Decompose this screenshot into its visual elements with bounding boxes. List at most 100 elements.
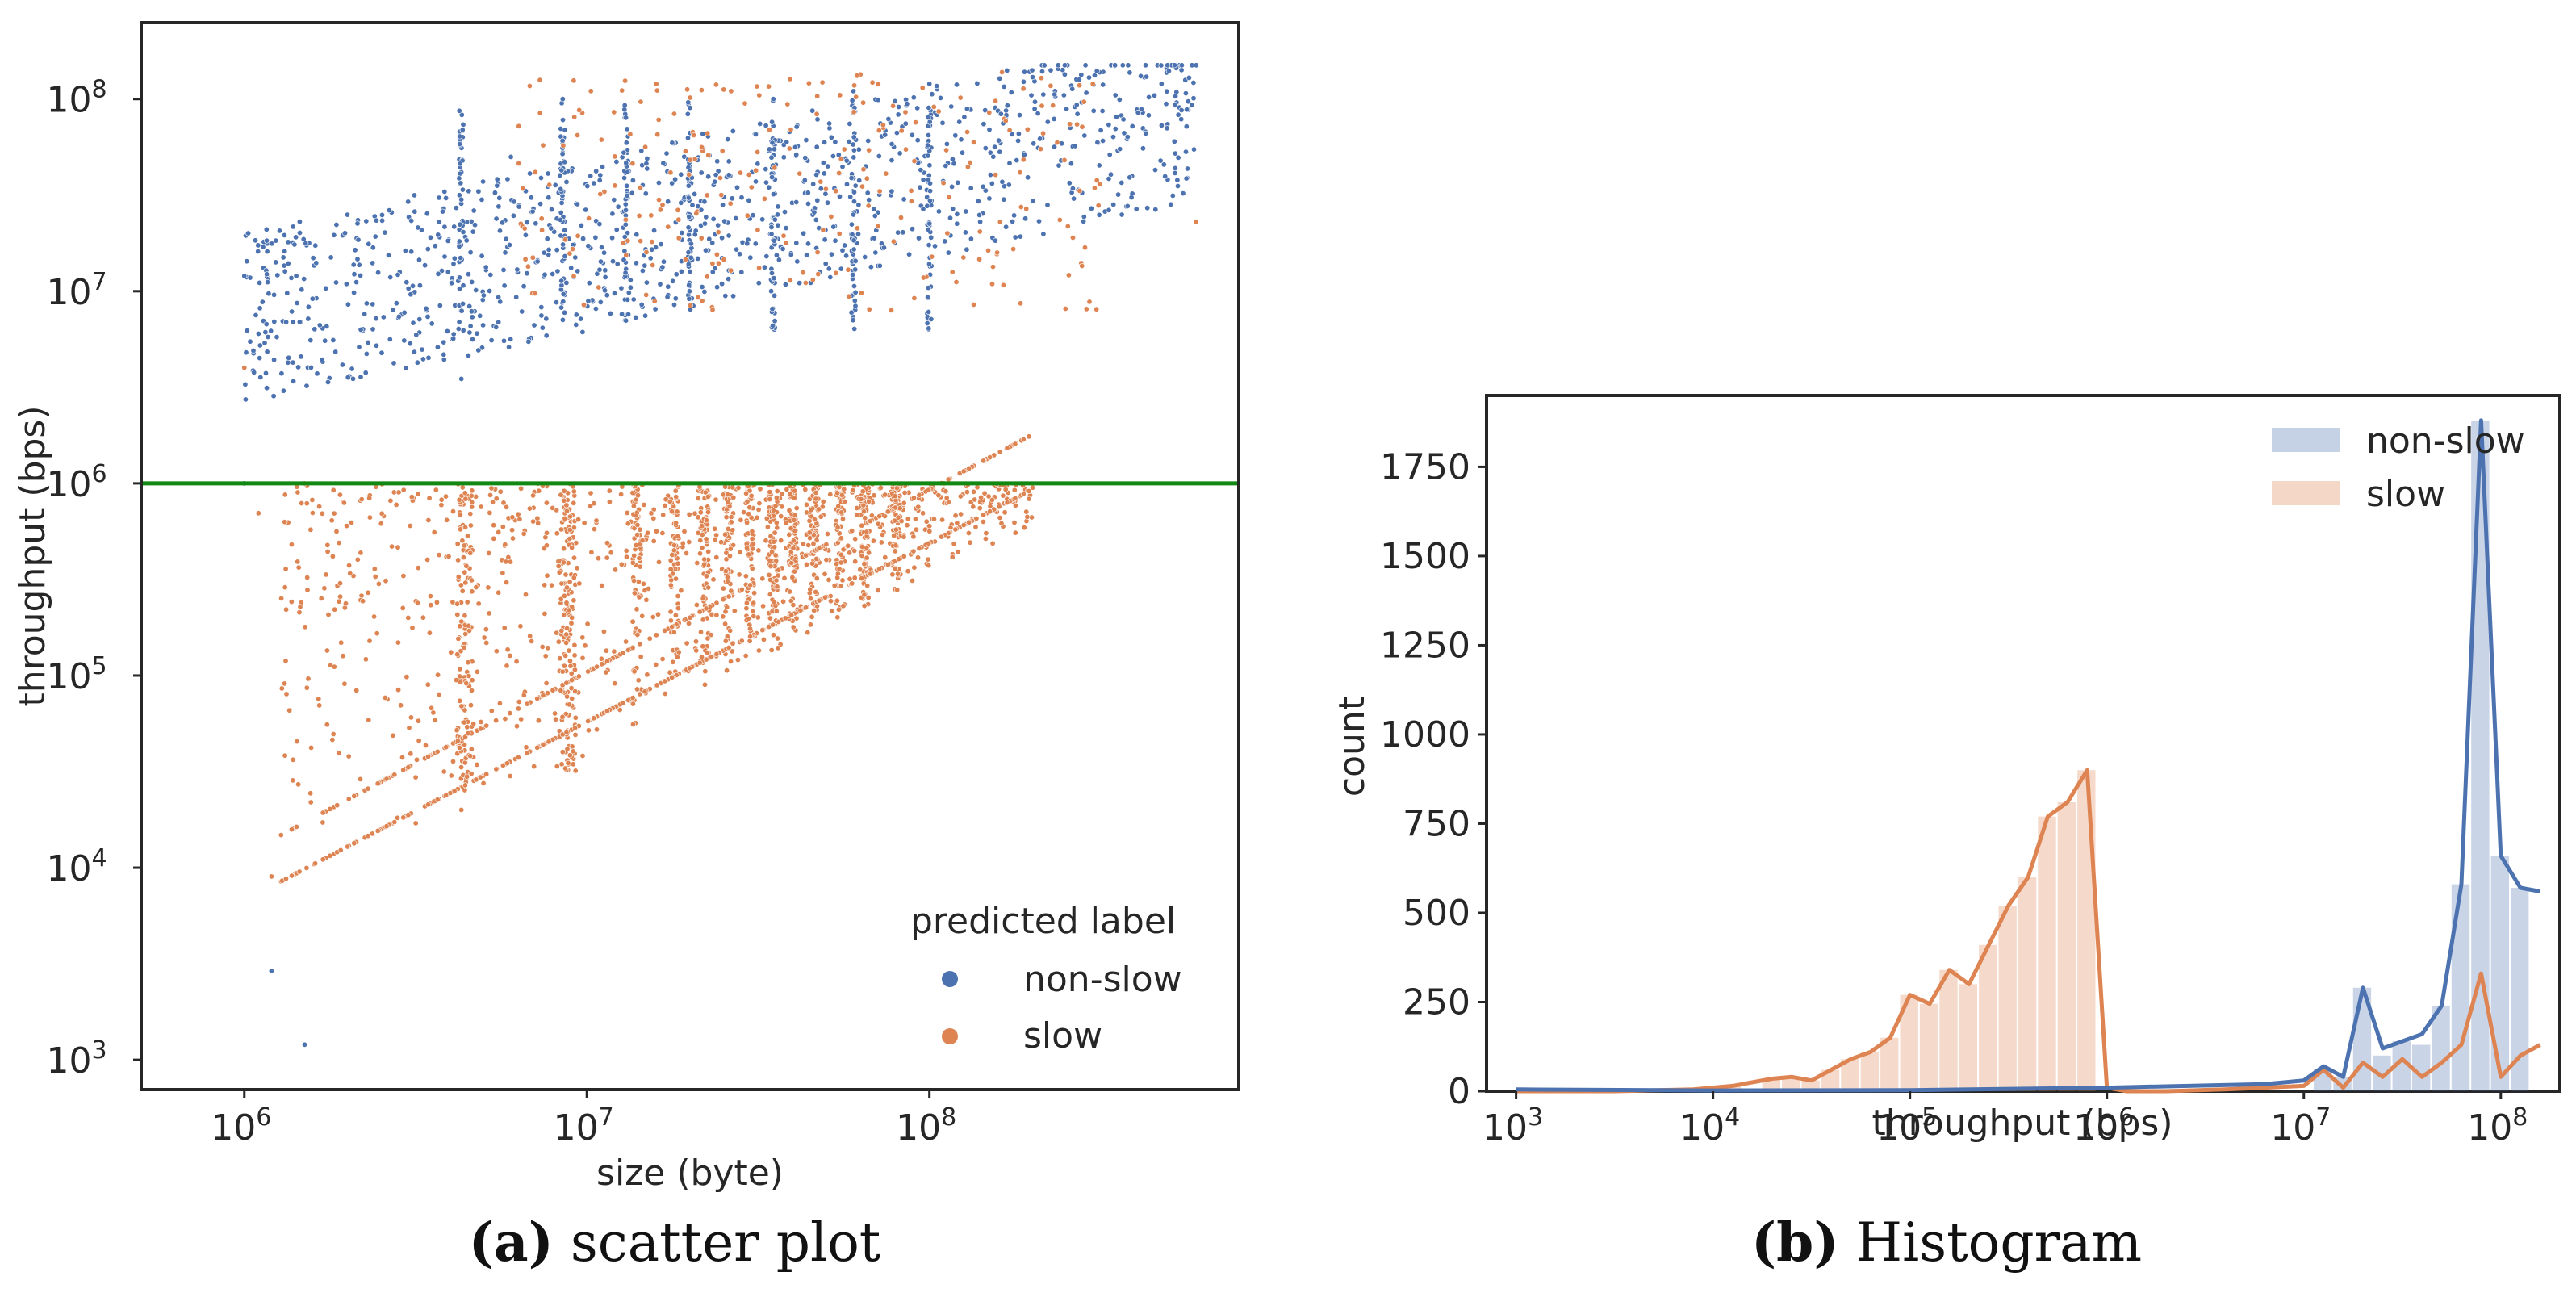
point-slow [770, 632, 776, 638]
point-non-slow [247, 338, 253, 345]
point-slow [312, 860, 319, 867]
point-slow [834, 490, 841, 496]
point-non-slow [323, 285, 329, 291]
point-slow [554, 763, 560, 769]
point-non-slow [769, 119, 776, 125]
point-slow [954, 520, 960, 526]
point-non-slow [296, 219, 303, 225]
point-non-slow [403, 365, 409, 371]
point-slow [1077, 187, 1083, 194]
point-slow [457, 512, 463, 518]
point-non-slow [1098, 127, 1104, 133]
point-non-slow [851, 246, 857, 253]
point-slow [1023, 206, 1030, 212]
point-slow [756, 265, 763, 271]
point-non-slow [463, 237, 470, 244]
point-slow [849, 528, 855, 534]
point-non-slow [274, 272, 281, 278]
point-slow [540, 693, 546, 699]
point-slow [572, 768, 579, 774]
point-non-slow [1180, 190, 1186, 197]
point-slow [561, 546, 567, 552]
point-slow [544, 572, 550, 579]
point-slow [1021, 525, 1027, 531]
point-non-slow [1017, 233, 1023, 240]
point-non-slow [457, 221, 463, 228]
point-slow [781, 575, 788, 581]
point-slow [751, 613, 757, 619]
y-tick-label: 104 [46, 844, 107, 889]
point-slow [594, 663, 600, 670]
point-slow [400, 814, 407, 821]
point-non-slow [370, 326, 376, 333]
point-slow [1081, 98, 1087, 105]
point-slow [571, 652, 578, 659]
point-non-slow [625, 290, 632, 296]
point-non-slow [521, 283, 527, 290]
point-slow [993, 98, 999, 104]
point-slow [457, 666, 463, 672]
caption-b: (b) Histogram [1751, 1211, 2142, 1274]
point-slow [751, 600, 757, 606]
point-non-slow [271, 291, 278, 298]
point-slow [718, 192, 725, 199]
point-non-slow [811, 209, 818, 216]
point-slow [567, 513, 573, 520]
point-non-slow [522, 232, 529, 238]
point-non-slow [752, 178, 759, 185]
point-non-slow [372, 233, 378, 240]
point-slow [650, 613, 656, 620]
point-slow [566, 607, 572, 613]
point-non-slow [698, 169, 705, 176]
point-slow [905, 568, 911, 575]
point-slow [532, 169, 538, 175]
point-slow [778, 538, 784, 544]
point-non-slow [548, 225, 554, 232]
point-non-slow [1129, 123, 1135, 129]
point-non-slow [843, 253, 850, 259]
point-slow [1091, 185, 1098, 191]
point-slow [567, 658, 573, 664]
point-non-slow [685, 195, 692, 201]
point-non-slow [925, 294, 931, 300]
point-slow [910, 495, 917, 501]
point-slow [728, 519, 734, 525]
point-non-slow [513, 294, 520, 300]
point-slow [797, 170, 803, 177]
bar-slow [1880, 1037, 1899, 1091]
point-non-slow [948, 103, 955, 110]
point-slow [502, 716, 508, 722]
point-non-slow [493, 216, 500, 222]
point-non-slow [1010, 218, 1016, 224]
point-slow [639, 613, 646, 619]
point-slow [790, 538, 797, 544]
point-non-slow [665, 199, 671, 205]
point-non-slow [633, 260, 639, 266]
point-non-slow [625, 169, 631, 175]
point-non-slow [424, 246, 431, 253]
point-non-slow [457, 161, 463, 167]
point-slow [703, 573, 709, 580]
point-non-slow [655, 180, 662, 186]
point-slow [896, 556, 902, 563]
point-slow [612, 680, 618, 687]
point-non-slow [963, 208, 969, 215]
point-slow [791, 495, 797, 501]
point-slow [920, 274, 926, 281]
point-slow [964, 129, 971, 136]
point-non-slow [1025, 174, 1031, 181]
point-non-slow [780, 245, 786, 252]
point-non-slow [439, 208, 445, 215]
point-slow [675, 207, 681, 213]
point-slow [1064, 223, 1071, 229]
point-slow [395, 687, 402, 693]
point-non-slow [766, 146, 772, 153]
point-non-slow [925, 142, 931, 149]
point-slow [1193, 219, 1199, 225]
point-slow [564, 693, 571, 700]
point-non-slow [793, 199, 800, 206]
legend-patch-non-slow [2272, 428, 2340, 452]
point-slow [460, 554, 466, 561]
point-non-slow [875, 97, 881, 103]
point-non-slow [686, 288, 692, 295]
